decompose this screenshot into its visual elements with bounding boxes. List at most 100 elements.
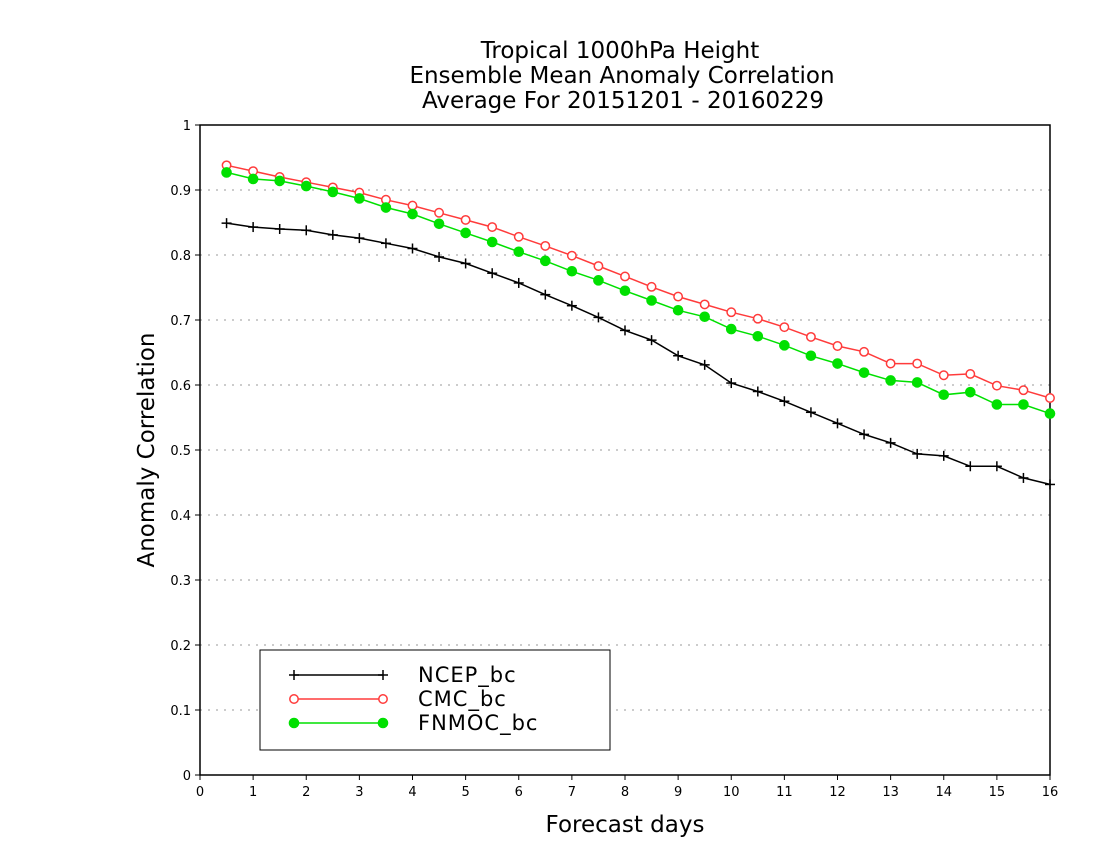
chart-title: Tropical 1000hPa Height Ensemble Mean An… bbox=[409, 38, 834, 114]
series-layer bbox=[221, 160, 1056, 490]
data-point bbox=[247, 173, 259, 185]
data-point bbox=[965, 386, 976, 398]
data-point bbox=[1018, 385, 1029, 396]
data-point bbox=[912, 358, 923, 369]
y-tick-label: 0.7 bbox=[170, 314, 191, 329]
data-point bbox=[513, 277, 524, 288]
legend: NCEP_bc CMC_bc FNMOC_bc bbox=[259, 649, 611, 751]
data-point bbox=[540, 240, 551, 251]
y-tick-label: 0.1 bbox=[170, 704, 191, 719]
y-tick-label: 0.3 bbox=[170, 574, 191, 589]
data-point bbox=[885, 437, 896, 448]
data-point bbox=[460, 258, 471, 269]
y-tick-label: 0.2 bbox=[170, 639, 191, 654]
data-point bbox=[726, 307, 737, 318]
data-point bbox=[991, 399, 1003, 410]
y-tick-label: 0.9 bbox=[170, 184, 191, 199]
data-point bbox=[858, 367, 870, 378]
legend-marker bbox=[289, 670, 299, 680]
legend-marker bbox=[289, 694, 299, 704]
data-point bbox=[407, 243, 418, 254]
series-line bbox=[226, 222, 1051, 486]
series-line bbox=[226, 164, 1051, 399]
data-point bbox=[965, 461, 976, 472]
data-point bbox=[407, 208, 418, 220]
data-point bbox=[832, 341, 843, 351]
data-point bbox=[726, 378, 737, 389]
y-tick-label: 0.6 bbox=[170, 379, 191, 394]
legend-items bbox=[288, 670, 389, 729]
x-tick-label: 1 bbox=[249, 785, 257, 800]
legend-label-fnmoc: FNMOC_bc bbox=[418, 711, 538, 736]
data-point bbox=[1045, 479, 1055, 490]
legend-marker bbox=[378, 670, 388, 680]
data-point bbox=[646, 281, 657, 292]
title-line-2: Ensemble Mean Anomaly Correlation bbox=[409, 63, 834, 89]
data-point bbox=[779, 322, 790, 333]
x-tick-label: 12 bbox=[829, 785, 846, 800]
x-tick-label: 4 bbox=[408, 785, 416, 800]
data-point bbox=[779, 340, 790, 351]
x-tick-label: 16 bbox=[1042, 785, 1059, 800]
data-point bbox=[513, 231, 524, 242]
x-tick-label: 10 bbox=[723, 785, 740, 800]
y-tick-label: 0.5 bbox=[170, 444, 191, 459]
data-point bbox=[434, 207, 445, 218]
data-point bbox=[274, 175, 285, 187]
x-tick-label: 6 bbox=[515, 785, 523, 800]
data-point bbox=[380, 202, 392, 213]
data-point bbox=[301, 225, 312, 236]
data-point bbox=[593, 312, 604, 323]
data-point bbox=[327, 229, 338, 240]
data-point bbox=[805, 350, 817, 362]
data-point bbox=[486, 236, 498, 248]
data-point bbox=[221, 218, 232, 229]
data-point bbox=[938, 450, 949, 461]
data-point bbox=[673, 291, 684, 302]
legend-label-ncep: NCEP_bc bbox=[418, 663, 517, 688]
data-point bbox=[540, 289, 551, 300]
legend-box bbox=[259, 649, 611, 751]
x-tick-label: 0 bbox=[196, 785, 204, 800]
x-tick-label: 13 bbox=[882, 785, 899, 800]
data-point bbox=[274, 224, 285, 234]
data-point bbox=[354, 233, 365, 244]
data-point bbox=[752, 330, 764, 342]
data-point bbox=[593, 261, 604, 271]
data-point bbox=[699, 299, 710, 310]
y-tick-label: 0 bbox=[183, 769, 191, 784]
x-tick-label: 2 bbox=[302, 785, 310, 800]
data-point bbox=[566, 265, 578, 277]
grid-lines bbox=[200, 189, 1050, 711]
x-axis-label: Forecast days bbox=[546, 812, 705, 838]
title-line-1: Tropical 1000hPa Height bbox=[480, 38, 760, 64]
x-tick-label: 8 bbox=[621, 785, 629, 800]
data-point bbox=[407, 200, 418, 211]
data-point bbox=[460, 214, 471, 225]
data-point bbox=[859, 429, 870, 440]
data-point bbox=[752, 313, 763, 324]
data-point bbox=[513, 246, 525, 258]
x-tick-label: 5 bbox=[461, 785, 469, 800]
data-point bbox=[593, 275, 604, 286]
data-point bbox=[672, 304, 684, 316]
data-point bbox=[779, 396, 790, 407]
legend-marker bbox=[288, 717, 300, 729]
data-point bbox=[885, 358, 896, 369]
x-tick-label: 11 bbox=[776, 785, 793, 800]
x-tick-label: 7 bbox=[568, 785, 576, 800]
data-point bbox=[487, 222, 498, 233]
x-tick-label: 14 bbox=[935, 785, 952, 800]
data-point bbox=[832, 418, 843, 429]
title-line-3: Average For 20151201 - 20160229 bbox=[422, 88, 824, 114]
data-point bbox=[1018, 399, 1029, 410]
x-tick-label: 9 bbox=[674, 785, 682, 800]
data-point bbox=[646, 295, 657, 306]
data-point bbox=[646, 335, 657, 346]
data-point bbox=[911, 377, 923, 388]
data-point bbox=[1044, 408, 1056, 419]
data-point bbox=[991, 380, 1002, 391]
data-point bbox=[725, 323, 737, 335]
data-point bbox=[434, 251, 445, 262]
data-point bbox=[433, 218, 445, 230]
